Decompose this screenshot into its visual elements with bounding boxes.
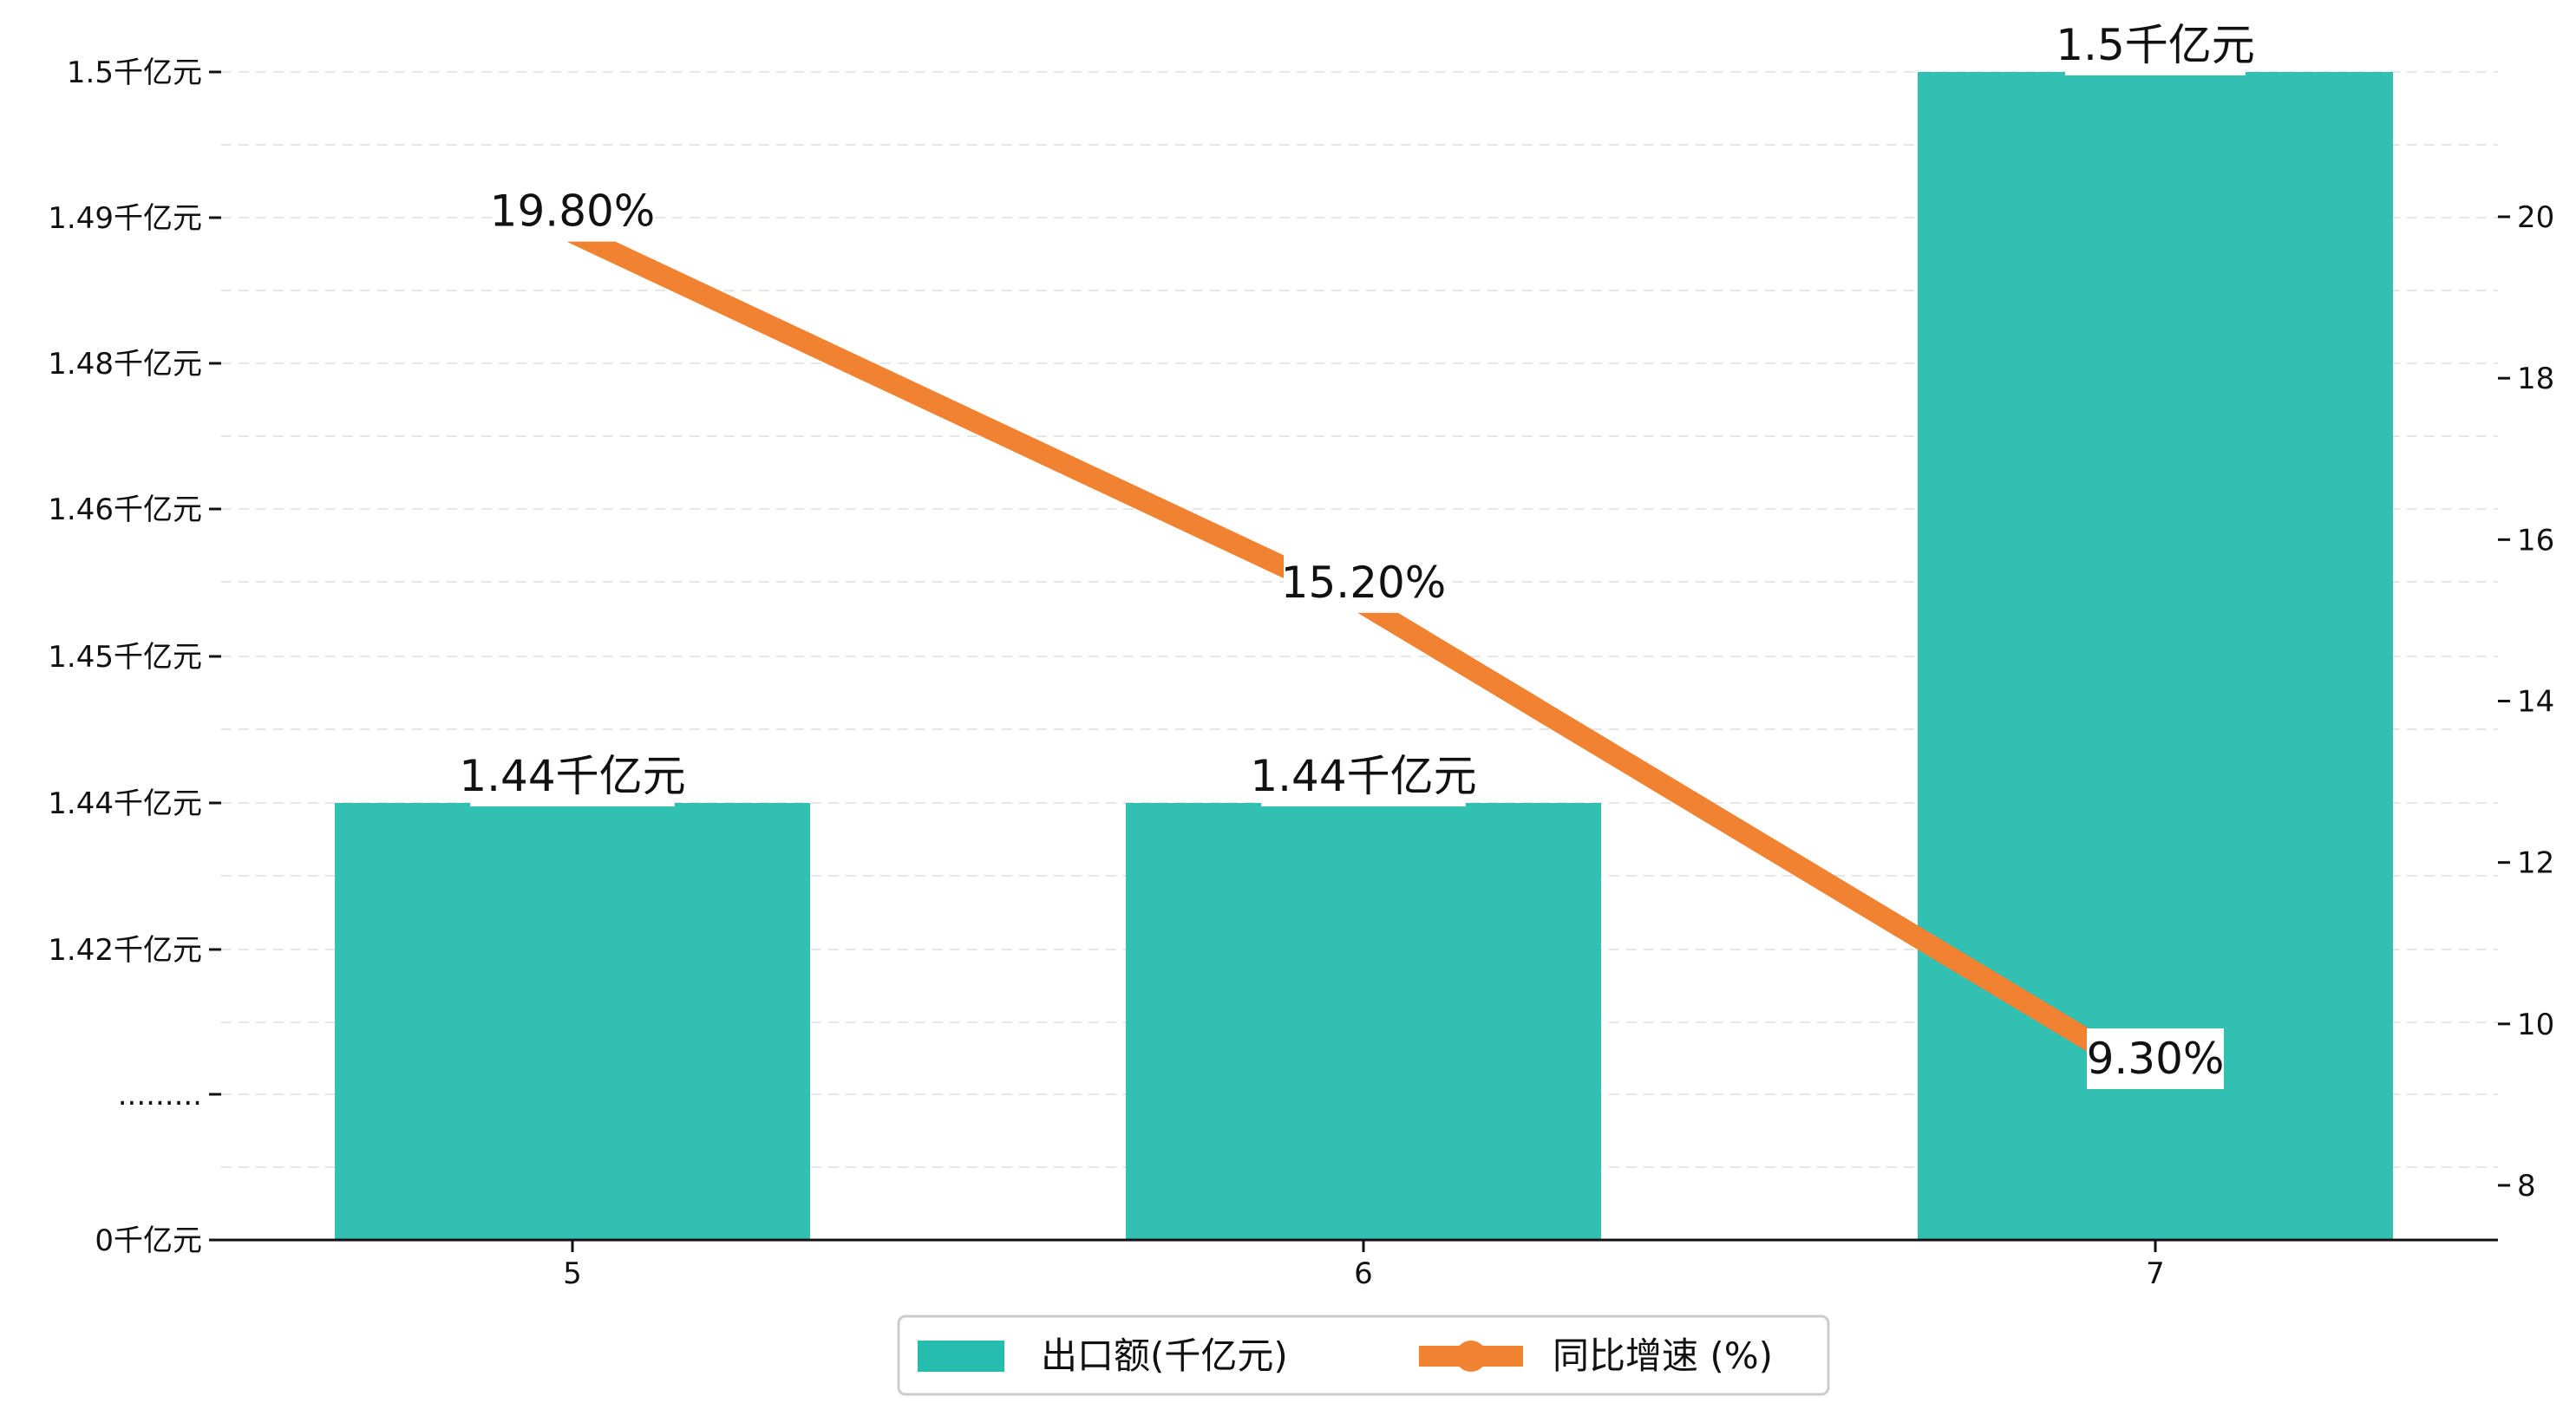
legend-label-line: 同比增速 (%) — [1553, 1334, 1773, 1377]
legend-marker-line — [1455, 1341, 1487, 1372]
x-tick-label: 7 — [2146, 1256, 2165, 1291]
bar-data-labels: 1.44千亿元 1.44千亿元 1.5千亿元 — [459, 15, 2255, 806]
right-tick-label: 18 — [2517, 362, 2554, 396]
line-data-label: 19.80% — [490, 186, 656, 237]
bar-label-bg — [470, 746, 675, 806]
bar-5 — [335, 803, 810, 1240]
left-tick-label: 1.42千亿元 — [48, 933, 202, 968]
right-tick-label: 16 — [2517, 523, 2554, 558]
bar-label-bg — [1261, 746, 1466, 806]
line-data-labels: 19.80% 15.20% 9.30% — [490, 180, 2225, 1089]
right-tick-label: 20 — [2517, 200, 2554, 235]
left-tick-label: 0千亿元 — [95, 1224, 202, 1258]
bar-data-label: 1.44千亿元 — [1250, 751, 1476, 801]
legend-label-bar: 出口额(千亿元) — [1041, 1334, 1288, 1377]
x-tick-label: 6 — [1354, 1256, 1373, 1291]
line-data-label: 9.30% — [2087, 1034, 2225, 1084]
left-tick-label: 1.48千亿元 — [48, 347, 202, 382]
legend: 出口额(千亿元) 同比增速 (%) — [897, 1315, 1830, 1396]
line-label-bg — [2087, 1028, 2224, 1089]
legend-swatch-bar — [918, 1341, 1004, 1372]
axes: 1.5千亿元 1.49千亿元 1.48千亿元 1.46千亿元 1.45千亿元 1.44千亿… — [48, 55, 2554, 1291]
left-tick-label: 1.45千亿元 — [48, 640, 202, 675]
left-tick-label: 1.49千亿元 — [48, 201, 202, 236]
bar-data-label: 1.5千亿元 — [2056, 20, 2255, 70]
legend-box — [897, 1315, 1830, 1396]
line-label-bg — [1284, 551, 1443, 613]
right-tick-label: 12 — [2517, 846, 2554, 881]
right-tick-label: 14 — [2517, 685, 2554, 720]
bar-label-bg — [2065, 15, 2246, 75]
bar-data-label: 1.44千亿元 — [459, 751, 685, 801]
right-tick-label: 10 — [2517, 1008, 2554, 1042]
left-tick-label: 1.46千亿元 — [48, 493, 202, 527]
x-tick-label: 5 — [563, 1256, 582, 1291]
left-tick-label: 1.5千亿元 — [67, 55, 202, 90]
left-tick-label: ......... — [118, 1078, 202, 1113]
right-tick-label: 8 — [2517, 1169, 2536, 1204]
bar-6 — [1126, 803, 1601, 1240]
line-label-bg — [493, 180, 652, 242]
line-data-label: 15.20% — [1281, 558, 1447, 608]
left-tick-label: 1.44千亿元 — [48, 786, 202, 821]
